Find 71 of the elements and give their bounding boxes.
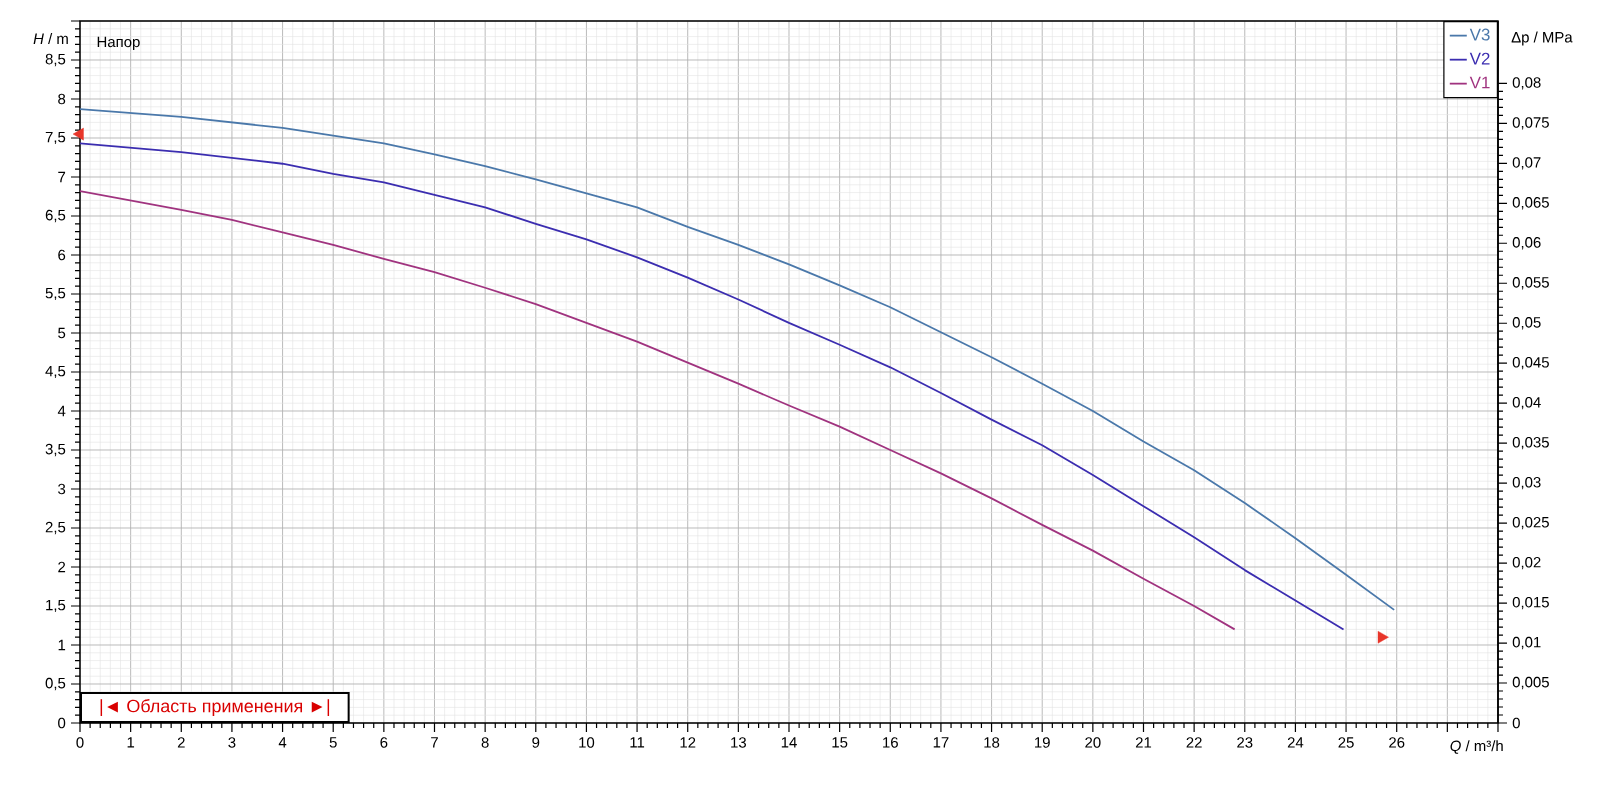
x-tick-label: 24 xyxy=(1287,737,1304,748)
legend-label: V3 xyxy=(1469,28,1490,41)
y-tick-label: 4,5 xyxy=(45,365,66,379)
y2-tick-label: 0,01 xyxy=(1512,636,1541,650)
x-tick-label: 12 xyxy=(680,737,696,748)
legend-label: V2 xyxy=(1469,52,1490,65)
x-tick-label: 22 xyxy=(1186,737,1202,748)
x-tick-label: 15 xyxy=(832,737,848,748)
y2-tick-label: 0,03 xyxy=(1512,476,1541,490)
y-tick-label: 0 xyxy=(58,717,66,729)
y2-tick-label: 0,05 xyxy=(1512,317,1541,330)
y2-tick-label: 0,025 xyxy=(1512,516,1549,530)
x-tick-label: 20 xyxy=(1085,737,1101,748)
y-tick-label: 7,5 xyxy=(45,131,66,145)
y-tick-label: 1,5 xyxy=(46,599,66,613)
y2-axis-title: Δp / MPa xyxy=(1511,31,1573,46)
y2-tick-label: 0,015 xyxy=(1512,596,1549,610)
y2-tick-label: 0,06 xyxy=(1512,237,1541,250)
y2-tick-label: 0,07 xyxy=(1512,157,1541,170)
y2-tick-label: 0,055 xyxy=(1512,277,1549,290)
y2-tick-label: 0,035 xyxy=(1512,436,1549,450)
annotation: Напор xyxy=(97,36,140,51)
x-tick-label: 14 xyxy=(781,737,797,748)
y2-tick-label: 0,075 xyxy=(1512,117,1549,130)
x-tick-label: 16 xyxy=(883,737,898,748)
x-tick-label: 21 xyxy=(1135,737,1152,748)
y2-tick-label: 0,02 xyxy=(1512,556,1541,570)
x-tick-label: 25 xyxy=(1338,737,1354,748)
y2-tick-label: 0 xyxy=(1512,717,1520,729)
x-tick-label: 5 xyxy=(329,737,337,748)
y2-tick-label: 0,005 xyxy=(1512,676,1549,690)
y-tick-label: 2,5 xyxy=(45,521,66,535)
line-series xyxy=(80,190,1236,631)
y-tick-label: 7 xyxy=(58,171,66,183)
y-axis-title: H / m xyxy=(33,33,68,45)
y2-tick-label: 0,045 xyxy=(1512,357,1549,370)
y-tick-label: 0,5 xyxy=(45,677,66,691)
y-tick-label: 5,5 xyxy=(45,287,66,301)
y2-tick-label: 0,04 xyxy=(1512,397,1541,410)
y-tick-label: 6 xyxy=(58,249,66,261)
x-tick-label: 7 xyxy=(431,737,438,748)
x-tick-label: 9 xyxy=(532,737,540,748)
x-tick-label: 3 xyxy=(228,737,236,748)
x-tick-label: 2 xyxy=(177,737,185,748)
y2-tick-label: 0,065 xyxy=(1512,197,1549,210)
y-tick-label: 1 xyxy=(58,639,66,651)
annotation: |◄ Область применения ►| xyxy=(100,699,330,716)
x-tick-label: 6 xyxy=(380,737,388,748)
y-tick-label: 8,5 xyxy=(45,53,66,67)
x-axis-title: Q / m³/h xyxy=(1450,740,1503,754)
x-tick-label: 8 xyxy=(481,737,489,748)
y-tick-label: 5 xyxy=(58,327,66,339)
x-tick-label: 0 xyxy=(76,737,84,748)
x-tick-label: 26 xyxy=(1389,737,1405,748)
y-tick-label: 3,5 xyxy=(45,443,66,457)
y-tick-label: 6,5 xyxy=(45,209,66,223)
x-tick-label: 17 xyxy=(933,737,949,748)
y-tick-label: 4 xyxy=(57,405,66,417)
x-tick-label: 11 xyxy=(630,737,645,748)
x-tick-label: 23 xyxy=(1237,737,1253,748)
x-tick-label: 18 xyxy=(984,737,1000,748)
x-tick-label: 4 xyxy=(278,737,287,748)
x-tick-label: 10 xyxy=(579,737,595,748)
x-tick-label: 13 xyxy=(731,737,747,748)
x-tick-label: 19 xyxy=(1035,737,1050,748)
y2-tick-label: 0,08 xyxy=(1512,77,1541,90)
y-tick-label: 8 xyxy=(58,93,66,105)
x-tick-label: 1 xyxy=(127,737,135,748)
y-tick-label: 3 xyxy=(58,483,66,495)
y-tick-label: 2 xyxy=(58,561,66,573)
legend-label: V1 xyxy=(1469,76,1490,89)
